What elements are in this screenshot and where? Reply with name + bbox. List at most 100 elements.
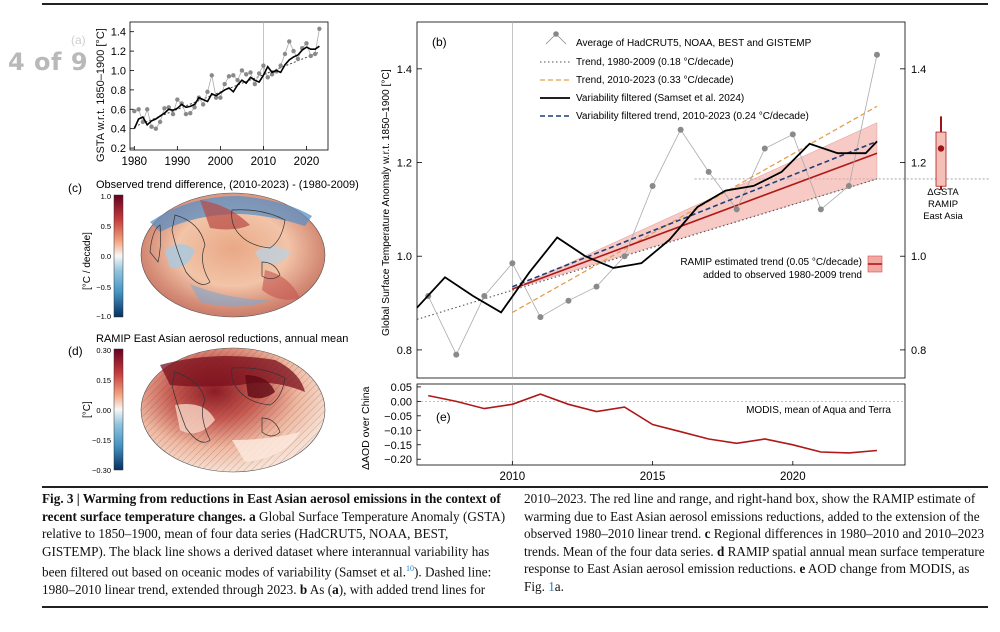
legend-label-filtered-trend: Variability filtered trend, 2010-2023 (0… <box>576 111 809 122</box>
panel-c: (c) Observed trend difference, (2010-202… <box>68 179 359 321</box>
caption-fig-label: Fig. 3 | Warming from reductions in East… <box>42 491 501 524</box>
panel-e-label: (e) <box>436 410 451 424</box>
panel-e-xtick-label: 2015 <box>640 471 666 483</box>
panel-d-map <box>140 347 326 473</box>
panel-a-trend-line <box>134 51 320 128</box>
caption-e-text: AOD change from MODIS, as Fig. <box>524 561 970 594</box>
ramip-box-label-1: ΔGSTA <box>927 187 959 198</box>
panel-a-label: (a) <box>71 33 86 47</box>
panel-b-average-point <box>509 260 516 267</box>
legend-label-trend-8009: Trend, 1980-2009 (0.18 °C/decade) <box>576 57 734 68</box>
panel-a-average-point <box>188 110 193 116</box>
ramip-legend-line1: RAMIP estimated trend (0.05 °C/decade) <box>680 257 862 268</box>
panel-a-frame <box>129 21 329 151</box>
panel-a-yticks: 0.2 0.4 0.6 0.8 1.0 1.2 1.4 <box>111 27 134 155</box>
ramip-box-center <box>937 145 945 152</box>
panel-a-average-point <box>295 56 301 62</box>
panel-a-average-point <box>145 107 150 112</box>
panel-d-title: RAMIP East Asian aerosol reductions, ann… <box>96 333 348 345</box>
panel-a-average-point <box>136 107 141 112</box>
legend-label-filtered: Variability filtered (Samset et al. 2024… <box>576 93 744 104</box>
panel-a-average-point <box>312 51 318 57</box>
caption-a-text: Global Surface Temperature Anomaly (GSTA… <box>42 508 506 580</box>
panel-a-average-point <box>256 71 262 76</box>
panel-a: (a) GSTA w.r.t. 1850–1900 [°C] 0.2 0.4 0.6… <box>71 21 329 168</box>
panel-a-ytick-label: 0.4 <box>111 124 126 136</box>
figure-canvas: (a) GSTA w.r.t. 1850–1900 [°C] 0.2 0.4 0.6… <box>68 21 990 483</box>
panel-c-colorbar <box>113 194 124 318</box>
panel-a-average-point <box>287 39 292 44</box>
caption-a-text2: ). Dashed line: 1980–2010 linear trend, … <box>42 564 492 598</box>
panel-a-average-point <box>252 81 258 87</box>
caption-b-text: As ( <box>307 582 333 598</box>
panel-b-ytick-label: 1.4 <box>397 64 412 76</box>
panel-a-average-point <box>248 70 253 75</box>
panel-b-average-point <box>733 206 740 213</box>
panel-e-ytick-label: 0.05 <box>391 382 412 394</box>
panel-a-average-point <box>231 73 236 78</box>
panel-d-cbar-tick: 0.00 <box>96 406 111 415</box>
panel-e-ylabel: ΔAOD over China <box>360 386 372 470</box>
panel-a-average-point <box>278 63 283 68</box>
panel-b-average-point <box>621 253 628 260</box>
caption-b-text2-left: ), with added trend lines for <box>338 582 486 598</box>
panel-b-average-point <box>593 283 600 290</box>
panel-d-cbar-tick: 0.30 <box>96 346 111 355</box>
panel-a-average-point <box>222 81 227 87</box>
panel-e-aod-line <box>428 393 878 454</box>
panel-a-ytick-label: 0.2 <box>111 143 126 155</box>
panel-d-cbar-label: [°C] <box>82 401 93 418</box>
panel-b-filtered-line <box>416 140 878 314</box>
panel-a-ytick-label: 1.2 <box>111 46 126 58</box>
panel-a-average-point <box>261 63 266 68</box>
panel-a-ytick-label: 0.6 <box>111 104 126 116</box>
caption-e-letter: e <box>799 561 806 577</box>
panel-b-right-ytick-label: 1.0 <box>911 251 926 263</box>
panel-a-xtick-label: 1980 <box>122 156 148 168</box>
caption-top-rule <box>42 486 988 488</box>
panel-b-ramip-legend: RAMIP estimated trend (0.05 °C/decade) a… <box>680 255 883 281</box>
panel-a-average-point <box>170 111 176 117</box>
panel-e-xticks: 2010 2015 2020 <box>500 461 806 483</box>
panel-b-label: (b) <box>432 35 447 49</box>
legend-marker-average <box>553 31 559 37</box>
panel-a-average-point <box>205 89 210 95</box>
caption-figure-link[interactable]: 1 <box>548 578 555 594</box>
panel-b-legend: Average of HadCRUT5, NOAA, BEST and GIST… <box>540 31 812 122</box>
ramip-box-label-3: East Asia <box>923 211 963 222</box>
panel-a-xticks: 1980 1990 2000 2010 2020 <box>122 146 320 168</box>
panel-b-right-ytick-label: 1.4 <box>911 64 926 76</box>
panel-b-frame <box>416 21 906 379</box>
panel-b-ylabel: Global Surface Temperature Anomaly w.r.t… <box>381 69 392 336</box>
panel-b-ytick-label: 0.8 <box>397 345 412 357</box>
panel-b-ramip-box: ΔGSTA RAMIP East Asia <box>923 116 964 222</box>
caption-citation-link[interactable]: 10 <box>406 564 414 574</box>
panel-b-right-yticks: 0.8 1.0 1.2 1.4 <box>900 64 926 357</box>
panel-c-cbar-tick: 0.0 <box>101 252 111 261</box>
panel-e-ytick-label: −0.10 <box>384 425 412 437</box>
panel-a-average-point <box>226 74 232 79</box>
panel-b-ramip-range <box>512 122 878 290</box>
panel-b-right-ytick-label: 1.2 <box>911 158 926 170</box>
panel-c-cbar-tick: 1.0 <box>101 192 111 201</box>
panel-a-average-point <box>269 72 275 77</box>
bottom-rule <box>42 606 988 608</box>
panel-e-xtick-label: 2010 <box>500 471 526 483</box>
panel-e-frame <box>416 383 906 466</box>
panel-c-cbar-tick: −0.5 <box>96 283 111 292</box>
panel-a-xtick-label: 2020 <box>294 156 320 168</box>
panel-b-yticks: 0.8 1.0 1.2 1.4 <box>397 64 422 357</box>
panel-a-xtick-label: 1990 <box>165 156 191 168</box>
panel-e-ytick-label: −0.20 <box>384 454 412 466</box>
panel-c-cbar-tick: −1.0 <box>96 312 111 321</box>
panel-a-average-point <box>218 95 223 100</box>
panel-e: (e) MODIS, mean of Aqua and Terra ΔAOD o… <box>360 382 906 483</box>
panel-b: (b) Global Surface Temperature Anomaly w… <box>381 21 990 379</box>
panel-a-average-point <box>317 26 322 31</box>
panel-a-average-point <box>200 102 206 107</box>
panel-e-ytick-label: −0.05 <box>384 411 412 423</box>
panel-c-cbar-label: [°C / decade] <box>82 232 93 290</box>
panel-b-average-point <box>677 126 684 133</box>
panel-a-average-point <box>291 48 296 54</box>
panel-c-label: (c) <box>68 181 82 195</box>
